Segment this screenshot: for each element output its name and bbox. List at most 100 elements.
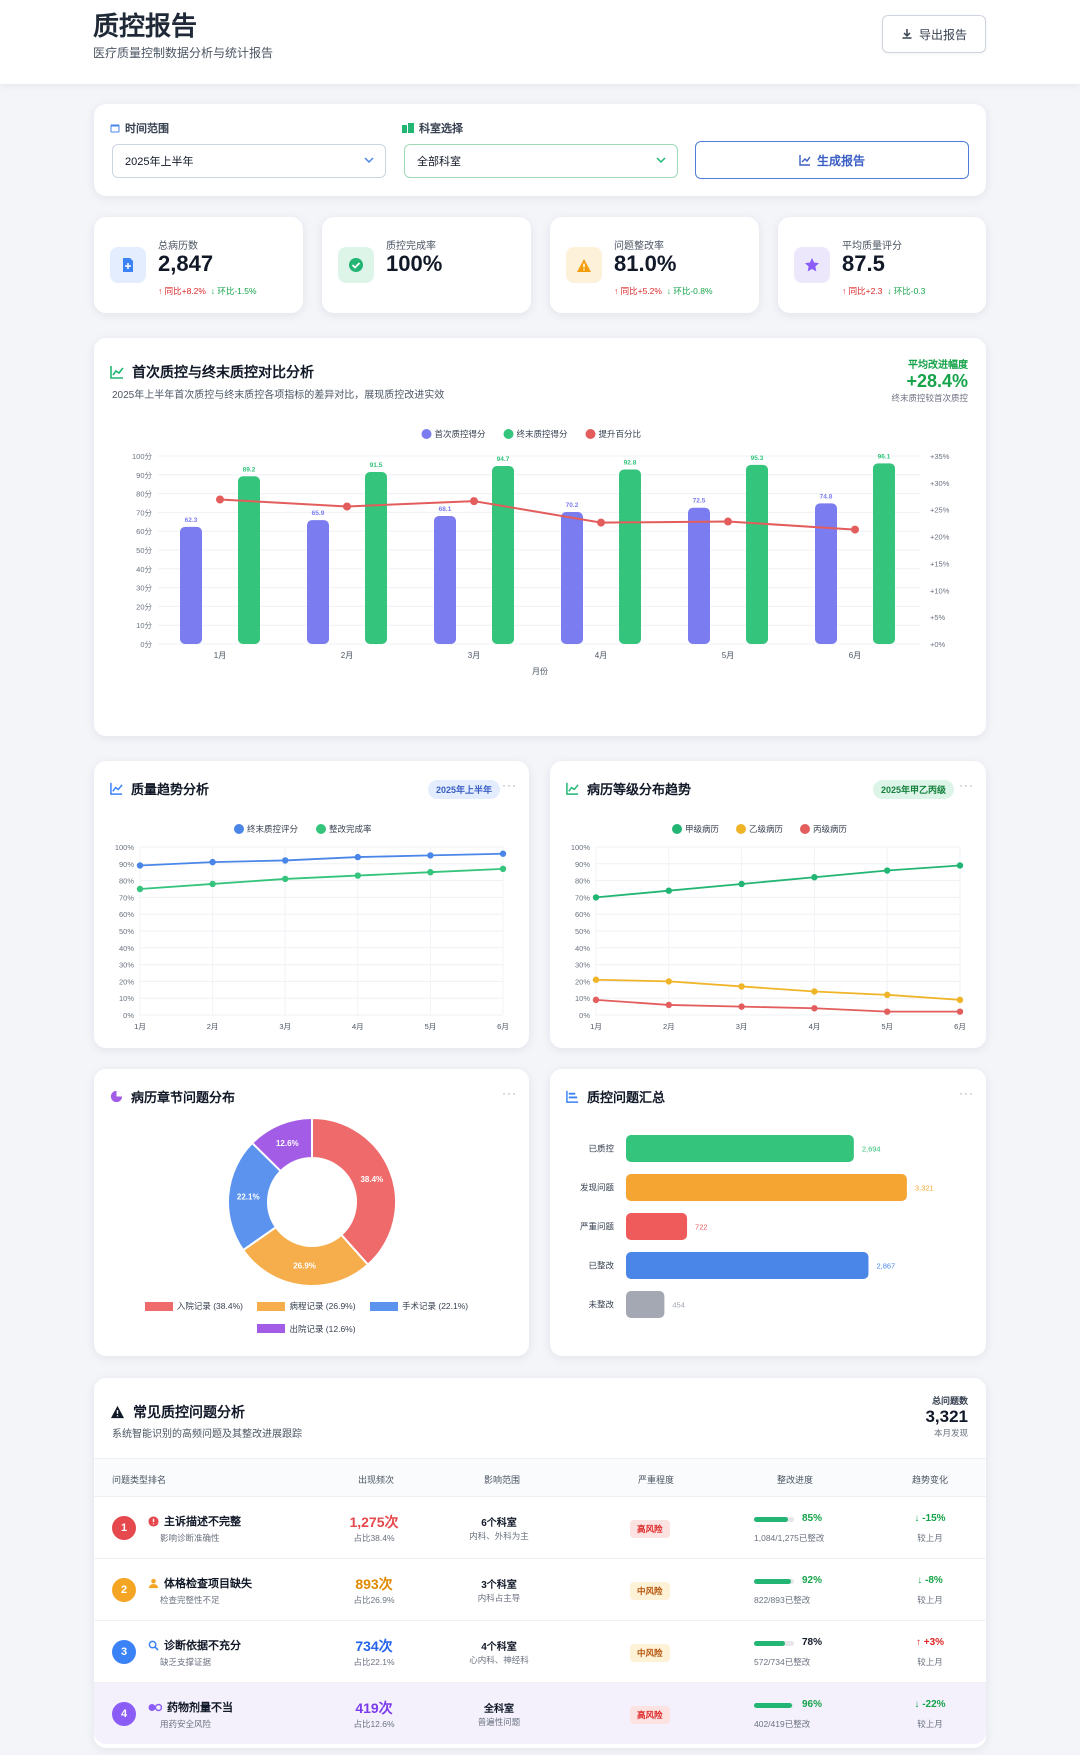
line-point: [343, 502, 351, 511]
line-point: [851, 525, 859, 534]
bar-value-label: 68.1: [439, 506, 452, 513]
more-options-icon[interactable]: ···: [959, 778, 974, 792]
line-point: [884, 867, 891, 874]
slice-label: 22.1%: [237, 1193, 260, 1202]
legend-item: 病程记录 (26.9%): [257, 1295, 356, 1317]
period-badge: 2025年上半年: [428, 780, 501, 799]
y-tick-label: 50%: [119, 927, 134, 936]
y-tick-label: 10%: [575, 994, 590, 1003]
more-options-icon[interactable]: ···: [959, 1086, 974, 1100]
y-tick-label: 60分: [136, 527, 152, 536]
bar-value-label: 96.1: [878, 453, 891, 460]
stat-label: 平均质量评分: [842, 241, 902, 252]
more-options-icon[interactable]: ···: [502, 1086, 517, 1100]
trend-subtitle: 较上月: [917, 1595, 943, 1605]
bar-value-label: 2,867: [876, 1262, 895, 1271]
pie-slice: [311, 1116, 397, 1267]
avg-improvement-sub: 终末质控较首次质控: [891, 393, 968, 403]
risk-badge: 高风险: [630, 1706, 670, 1724]
y-tick-label: 40%: [119, 944, 134, 953]
y-tick-label: 100%: [571, 843, 591, 852]
stat-mom: 环比-0.3: [893, 286, 926, 296]
line-point: [209, 858, 216, 866]
risk-badge: 高风险: [630, 1520, 670, 1538]
x-tick-label: 5月: [425, 1022, 437, 1031]
issue-subtitle: 用药安全风险: [160, 1719, 212, 1729]
bar-value-label: 89.2: [243, 466, 256, 473]
progress-percent: 96%: [802, 1699, 823, 1710]
column-header: 问题类型排名: [112, 1475, 167, 1485]
department-select[interactable]: 全部科室: [404, 144, 678, 178]
legend-label: 首次质控得分: [435, 429, 487, 439]
table-row[interactable]: 4 药物剂量不当 用药安全风险 419次 占比12.6% 全科室 普遍性问题 高…: [94, 1682, 986, 1744]
y-tick-label: 80%: [119, 877, 134, 886]
department-value: 全部科室: [417, 156, 461, 168]
check-circle-icon: [338, 247, 374, 283]
table-row[interactable]: 3 诊断依据不充分 缺乏支撑证据 734次 占比22.1% 4个科室 心内科、神…: [94, 1620, 986, 1682]
legend-marker: [672, 824, 682, 834]
line-point: [427, 852, 434, 859]
bar-value-label: 65.9: [312, 510, 325, 517]
table-row[interactable]: 2 体格检查项目缺失 检查完整性不足 893次 占比26.9% 3个科室 内科占…: [94, 1558, 986, 1620]
risk-badge: 中风险: [630, 1582, 670, 1600]
line-point: [884, 1008, 891, 1015]
issue-subtitle: 检查完整性不足: [160, 1595, 220, 1605]
legend-label: 入院记录 (38.4%): [176, 1301, 243, 1311]
bar-value-label: 722: [695, 1223, 708, 1232]
bar-value-label: 94.7: [497, 456, 510, 463]
generate-report-button[interactable]: 生成报告: [695, 141, 969, 179]
chapter-issue-title-text: 病历章节问题分布: [131, 1090, 236, 1105]
y-tick-label: 30%: [575, 961, 590, 970]
bar: [626, 1135, 854, 1162]
line-point: [592, 976, 600, 983]
x-tick-label: 5月: [881, 1022, 893, 1031]
stat-yoy: 同比+2.3: [848, 286, 883, 296]
grade-distribution-title: 病历等级分布趋势: [566, 779, 691, 798]
issue-name: 药物剂量不当: [148, 1699, 233, 1715]
more-options-icon[interactable]: ···: [502, 778, 517, 792]
stat-card-rectification-rate: 问题整改率 81.0% ↑ 同比+5.2% ↓ 环比-0.8%: [550, 217, 759, 313]
x-tick-label: 6月: [497, 1022, 509, 1031]
y-tick-label: 20%: [575, 977, 590, 986]
scope-detail: 内科、外科为主: [469, 1531, 529, 1541]
page-title: 质控报告: [93, 11, 198, 41]
table-header: 问题类型排名 出现频次 影响范围 严重程度 整改进度 趋势变化: [94, 1458, 986, 1496]
y-tick-label: 10%: [119, 994, 134, 1003]
y-tick-label: 90分: [136, 471, 152, 480]
bar-value-label: 95.3: [751, 455, 764, 462]
warning-icon: [566, 247, 602, 283]
table-row[interactable]: 1 主诉描述不完整 影响诊断准确性 1,275次 占比38.4% 6个科室 内科…: [94, 1496, 986, 1558]
trend-value: ↓ -22%: [914, 1699, 946, 1710]
y-tick-label: 70%: [575, 893, 590, 902]
stat-trend: ↑ 同比+8.2% ↓ 环比-1.5%: [158, 286, 257, 296]
legend-swatch: [370, 1301, 399, 1311]
bar-value-label: 92.8: [624, 460, 637, 467]
line-point: [597, 518, 605, 527]
legend-marker: [736, 824, 746, 834]
legend-swatch: [257, 1324, 286, 1333]
avg-improvement: 平均改进幅度 +28.4% 终末质控较首次质控: [891, 356, 968, 404]
issue-name-text: 诊断依据不充分: [164, 1640, 241, 1652]
progress-percent: 92%: [802, 1575, 823, 1586]
line-point: [136, 885, 144, 893]
time-range-label-text: 时间范围: [125, 123, 169, 135]
x-tick-label: 2月: [341, 651, 353, 660]
y-tick-label: 60%: [575, 910, 590, 919]
bar: [626, 1213, 688, 1240]
column-header: 严重程度: [638, 1475, 675, 1485]
risk-badge: 中风险: [630, 1644, 670, 1662]
x-tick-label: 3月: [279, 1022, 291, 1031]
legend-label: 终末质控评分: [247, 824, 299, 834]
x-tick-label: 4月: [809, 1022, 821, 1031]
export-button[interactable]: 导出报告: [882, 15, 986, 53]
issue-summary-title-text: 质控问题汇总: [587, 1090, 666, 1105]
time-range-select[interactable]: 2025年上半年: [112, 144, 386, 178]
bar: [626, 1252, 869, 1279]
bar-value-label: 62.3: [185, 517, 198, 524]
x-tick-label: 1月: [590, 1022, 602, 1031]
chart-line-icon: [110, 366, 124, 379]
line-point: [738, 880, 745, 888]
trend-subtitle: 较上月: [917, 1657, 943, 1667]
y-tick-label: 70分: [136, 508, 152, 517]
y-tick-label: 0%: [123, 1011, 134, 1020]
